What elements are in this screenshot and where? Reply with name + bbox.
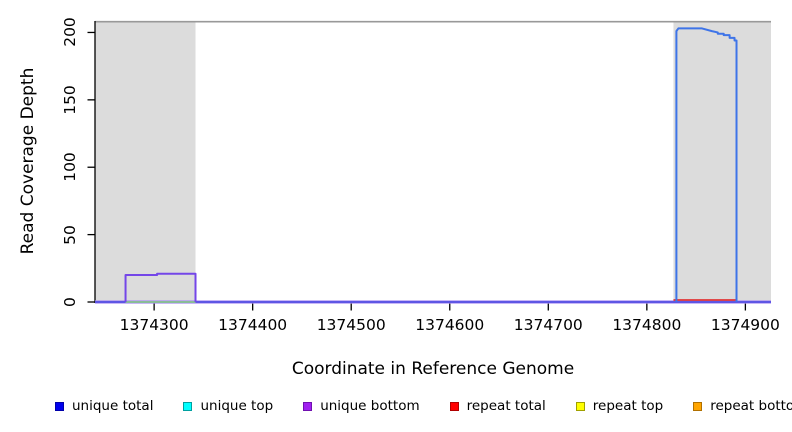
legend-label: unique total [72, 398, 154, 414]
legend-swatch-icon [449, 401, 459, 411]
x-tick-label: 1374500 [316, 316, 386, 334]
y-axis-title: Read Coverage Depth [18, 67, 38, 255]
x-tick-label: 1374700 [513, 316, 583, 334]
x-tick-label: 1374300 [119, 316, 189, 334]
y-tick-label: 100 [61, 152, 79, 183]
legend-label: unique bottom [320, 398, 420, 414]
legend-item-repeat-top: repeat top [575, 398, 664, 414]
legend-swatch-icon [55, 401, 64, 411]
series-unique-coverage-left-bump [124, 272, 197, 302]
legend-label: repeat top [592, 398, 664, 414]
x-tick-label: 1374600 [415, 316, 485, 334]
legend-label: repeat total [466, 398, 546, 414]
y-tick-label: 200 [61, 17, 79, 48]
legend-swatch-icon [693, 401, 703, 411]
x-axis-title: Coordinate in Reference Genome [291, 359, 575, 379]
legend: unique total unique top unique bottom repea… [55, 398, 792, 414]
y-tick-label: 150 [61, 85, 79, 115]
legend-item-unique-top: unique top [183, 398, 273, 414]
x-tick-label: 1374400 [218, 316, 288, 334]
legend-swatch-icon [303, 401, 313, 411]
legend-swatch-icon [183, 401, 193, 411]
series-unique-coverage-right-block [675, 27, 738, 302]
x-tick-label: 1374900 [710, 316, 780, 334]
legend-item-unique-total: unique total [55, 398, 153, 414]
y-tick-label: 0 [61, 297, 79, 307]
x-tick-label: 1374800 [612, 316, 682, 334]
legend-label: repeat bottom [710, 398, 792, 414]
legend-swatch-icon [575, 401, 585, 411]
legend-label: unique top [200, 398, 274, 414]
repeat-region-right [673, 21, 771, 302]
legend-item-repeat-bottom: repeat bottom [693, 398, 792, 414]
legend-item-unique-bottom: unique bottom [303, 398, 420, 414]
legend-item-repeat-total: repeat total [449, 398, 546, 414]
repeat-region-left [95, 21, 196, 302]
y-tick-label: 50 [61, 224, 79, 245]
